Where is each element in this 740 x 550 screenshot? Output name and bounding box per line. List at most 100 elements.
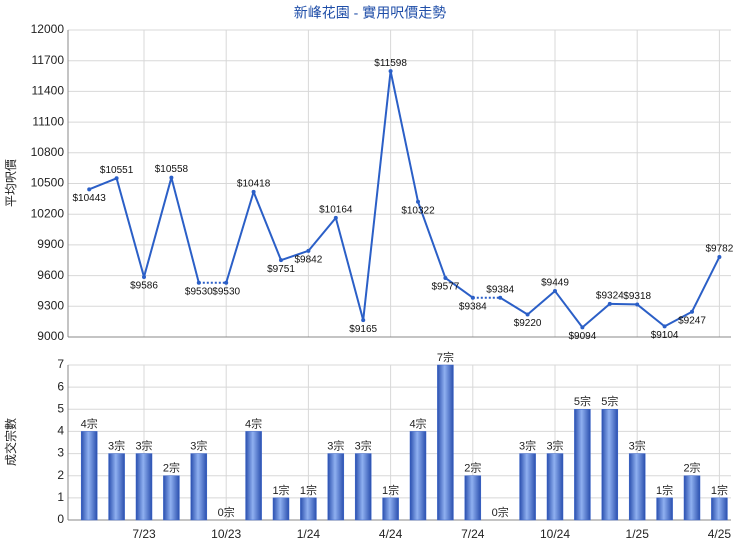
y-tick-label: 10500 (31, 176, 65, 190)
point (690, 309, 694, 314)
x-tick-label: 7/24 (461, 527, 485, 541)
line-segment (581, 303, 611, 329)
data-label: $9449 (541, 278, 569, 289)
data-label: 4宗 (245, 416, 262, 430)
data-label: $9577 (431, 282, 459, 293)
data-label: 1宗 (300, 483, 317, 497)
point (662, 324, 667, 329)
data-label: $10551 (100, 165, 134, 176)
point (361, 318, 366, 323)
bar (683, 475, 701, 521)
data-label: 3宗 (190, 438, 207, 452)
point (388, 69, 393, 74)
data-label: $11598 (374, 58, 407, 69)
bar (108, 453, 125, 521)
bar (190, 453, 208, 521)
point (416, 199, 420, 204)
data-label: $9751 (267, 264, 295, 275)
line-segment (225, 191, 255, 284)
point (196, 280, 201, 285)
data-label: 3宗 (355, 438, 372, 452)
data-label: 0宗 (218, 505, 235, 519)
point (224, 280, 229, 285)
bar (409, 431, 427, 521)
point (114, 176, 119, 181)
data-label: 5宗 (601, 394, 618, 408)
bar (546, 453, 564, 521)
data-label: $9842 (294, 254, 322, 265)
line-segment (389, 70, 419, 202)
point (251, 189, 256, 194)
y-tick-label: 10800 (31, 145, 65, 159)
bar (382, 497, 399, 521)
data-label: 2宗 (464, 461, 481, 475)
y-tick-label: 10200 (31, 206, 65, 220)
y-tick-label: 2 (57, 468, 64, 482)
bar (574, 409, 591, 521)
x-tick-label: 4/24 (379, 527, 403, 541)
x-tick-label: 10/23 (211, 527, 241, 541)
point (717, 254, 722, 259)
line-segment (526, 290, 556, 316)
data-label: $10558 (155, 164, 189, 175)
data-label: 4宗 (81, 416, 98, 430)
data-label: 1宗 (382, 483, 399, 497)
bar (656, 497, 673, 521)
data-label: $9384 (486, 284, 514, 295)
line-segment (417, 201, 447, 279)
x-tick-label: 7/23 (132, 527, 156, 541)
x-tick-label: 1/24 (297, 527, 321, 541)
line-segment (252, 191, 282, 261)
data-label: $9384 (459, 301, 487, 312)
data-label: 2宗 (683, 461, 700, 475)
bar (245, 431, 262, 521)
line-segment (280, 249, 309, 262)
point (525, 312, 530, 317)
data-label: 1宗 (272, 483, 289, 497)
bar (601, 409, 619, 521)
line-segment (170, 177, 200, 284)
y-tick-label: 9000 (37, 329, 64, 343)
data-label: $9782 (705, 244, 733, 255)
data-label: $9104 (651, 330, 679, 341)
line-segment (115, 178, 145, 278)
x-tick-label: 1/25 (626, 527, 650, 541)
line-segment (307, 217, 337, 252)
data-label: $9530 (212, 286, 240, 297)
data-label: 3宗 (546, 438, 563, 452)
y-tick-label: 9300 (37, 298, 64, 312)
data-label: $9324 (596, 290, 624, 301)
line-segment (636, 303, 666, 328)
data-label: $9318 (623, 291, 651, 302)
data-label: $9247 (678, 315, 706, 326)
point (470, 295, 475, 300)
point (169, 175, 174, 180)
point (87, 187, 92, 192)
y-tick-label: 7 (57, 357, 64, 371)
y-tick-label: 11400 (32, 84, 65, 98)
bar (628, 453, 646, 521)
data-label: 2宗 (163, 461, 180, 475)
chart-title: 新峰花園 - 實用呎價走勢 (294, 5, 446, 21)
point (306, 248, 311, 253)
y-tick-label: 12000 (31, 22, 65, 36)
data-label: 3宗 (629, 438, 646, 452)
data-label: 5宗 (574, 394, 591, 408)
data-label: $9094 (568, 331, 596, 342)
data-label: 4宗 (409, 416, 426, 430)
bar (519, 453, 536, 521)
bar (300, 497, 317, 521)
data-label: 0宗 (492, 505, 509, 519)
bar (135, 453, 153, 521)
x-tick-label: 4/25 (708, 527, 732, 541)
data-label: $10418 (237, 179, 271, 190)
y-tick-label: 9900 (37, 237, 64, 251)
y-tick-label: 4 (57, 424, 64, 438)
bar (327, 453, 345, 521)
bar (80, 431, 98, 521)
data-label: $10164 (319, 205, 353, 216)
data-label: 7宗 (437, 350, 454, 364)
bar (354, 453, 372, 521)
y-tick-label: 5 (57, 401, 64, 415)
